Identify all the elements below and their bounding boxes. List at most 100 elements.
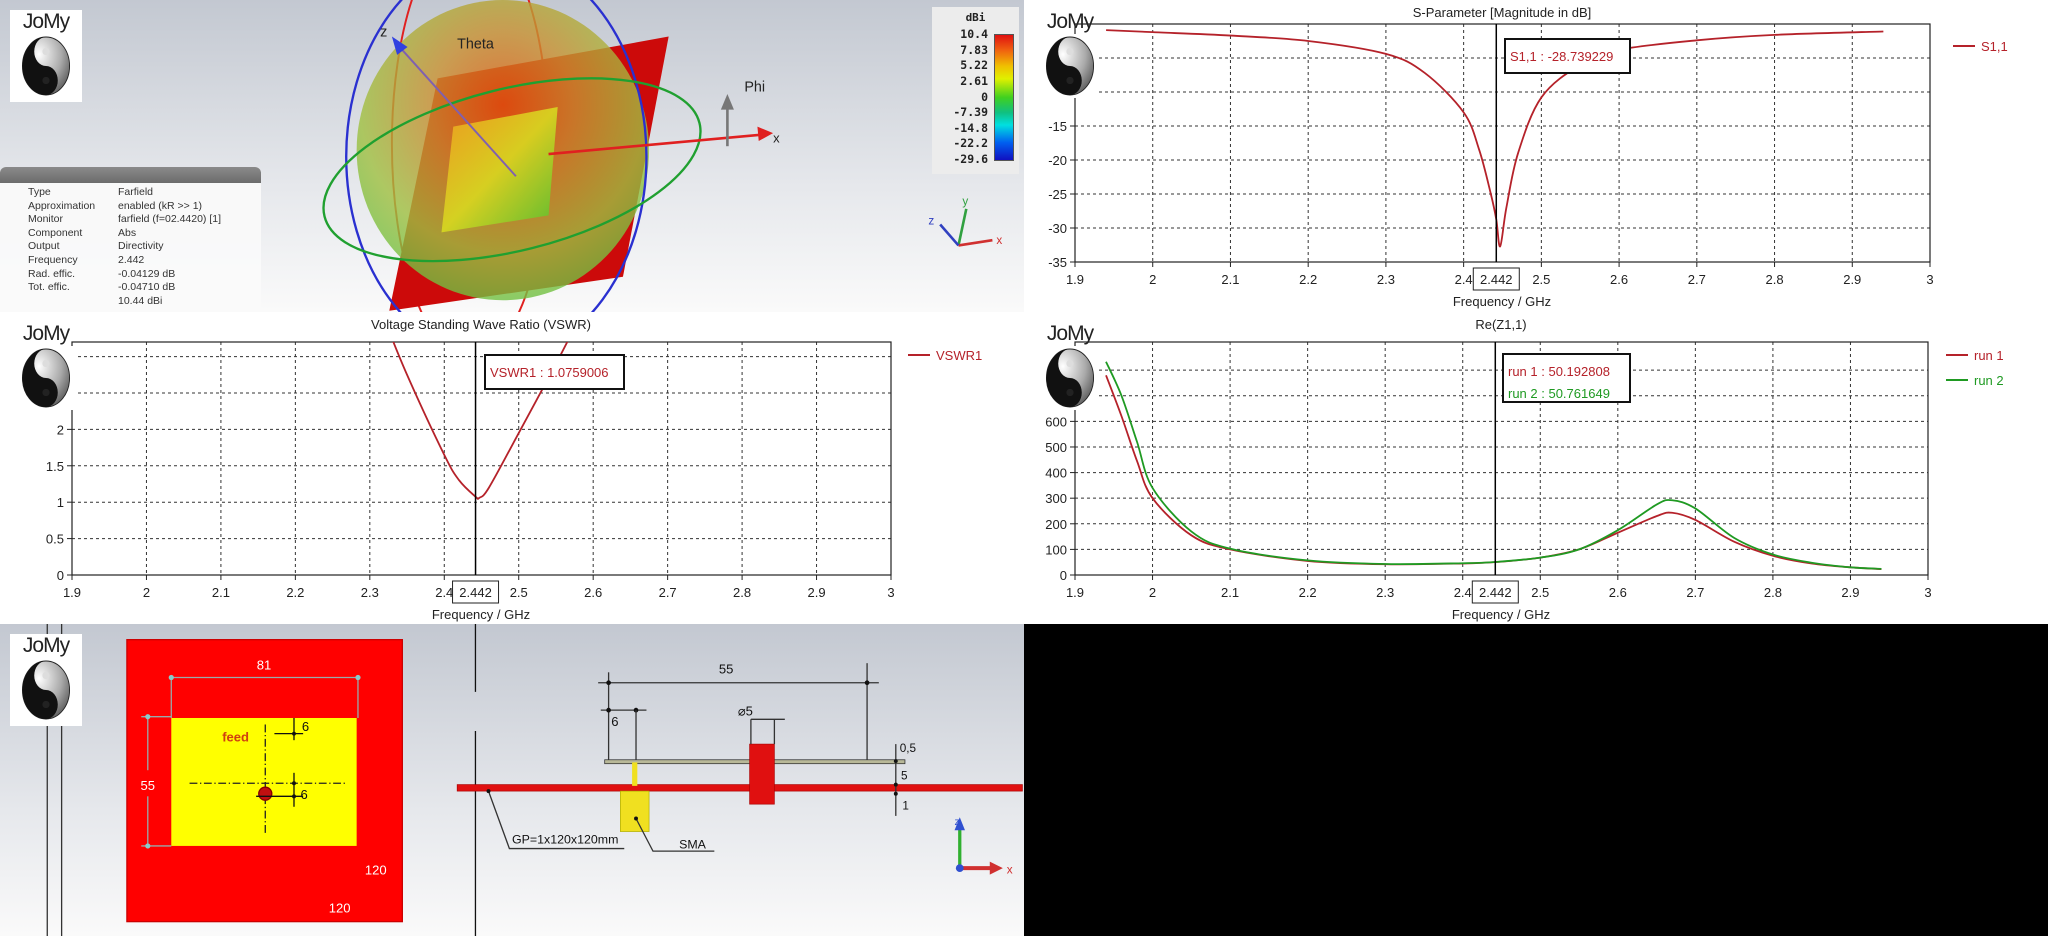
yin-yang-icon <box>1041 34 1099 98</box>
plot-frame <box>1074 341 1929 576</box>
colorbar-gradient <box>994 34 1014 161</box>
x-arrow-icon <box>757 126 774 141</box>
dim-gap: 5 <box>901 769 908 782</box>
y-tick-label: -35 <box>1048 255 1067 270</box>
farfield-3d-view[interactable]: JoMy z Theta Phi x <box>0 0 1024 312</box>
svg-text:z: z <box>928 215 934 228</box>
marker-x-box <box>1472 267 1520 291</box>
marker-readout: run 2 : 50.761649 <box>1508 386 1610 401</box>
s-parameter-chart-panel[interactable]: S-Parameter [Magnitude in dB] 1.9 2 2.1 2.2 2… <box>1024 0 2048 312</box>
y-tick-label: -25 <box>1048 187 1067 202</box>
colorbar-label: -29.6 <box>953 152 988 166</box>
x-tick-label: 1.9 <box>1066 585 1084 600</box>
jomy-logo: JoMy <box>10 322 82 414</box>
colorbar-label: -22.2 <box>953 136 988 151</box>
marker-x-label: 2.442 <box>459 585 492 600</box>
marker-x-box <box>1471 580 1519 604</box>
x-tick-label: 2.1 <box>1221 585 1239 600</box>
colorbar-label: 7.83 <box>960 42 988 57</box>
z-label: z <box>380 25 387 41</box>
svg-text:x: x <box>996 234 1002 247</box>
info-key: Frequency <box>28 253 78 266</box>
colorbar-unit: dBi <box>965 11 986 24</box>
colorbar-label: 2.61 <box>960 73 988 88</box>
x-tick-label: 2.2 <box>286 585 304 600</box>
theta-label: Theta <box>457 36 494 52</box>
feed-pin <box>632 762 638 786</box>
dim-width: 81 <box>257 658 272 673</box>
impedance-chart-panel[interactable]: Re(Z1,1) 1.9 2 2.1 2.2 2.3 2.4 2.5 2.6 2.7 2.8 2.9 3… <box>1024 312 2048 624</box>
x-tick-label: 2 <box>1149 272 1156 287</box>
dim-gp-height: 120 <box>329 901 351 916</box>
x-tick-label: 3 <box>1926 272 1933 287</box>
vswr-chart-panel[interactable]: Voltage Standing Wave Ratio (VSWR) 1.9 2 2.… <box>0 312 1024 624</box>
x-tick-label: 1.9 <box>1066 272 1084 287</box>
orientation-gizmo: z x <box>954 817 1013 876</box>
x-tick-label: 2.9 <box>1841 585 1859 600</box>
x-tick-label: 2.6 <box>1609 585 1627 600</box>
x-tick-label: 2.4 <box>435 585 453 600</box>
dim-post-diameter: ⌀5 <box>738 703 753 718</box>
x-tick-label: 2.6 <box>1610 272 1628 287</box>
x-tick-label: 2.1 <box>212 585 230 600</box>
x-tick-label: 2 <box>1149 585 1156 600</box>
y-tick-label: 1 <box>57 495 64 510</box>
info-key: Output <box>28 240 60 253</box>
series-line-s1-1 <box>1106 29 1884 248</box>
info-row: Rad. effic. -0.04129 dB <box>28 268 221 282</box>
info-key: Rad. effic. <box>28 267 76 280</box>
dim-gp-width: 120 <box>365 863 387 878</box>
logo-text: JoMy <box>22 322 70 345</box>
info-key: Component <box>28 226 83 239</box>
patch <box>441 107 558 233</box>
top-view: 81 55 feed 6 6 120 120 <box>126 639 403 923</box>
marker-readout: S1,1 : -28.739229 <box>1510 49 1613 64</box>
empty-panel <box>1024 624 2048 936</box>
x-tick-label: 3 <box>1924 585 1931 600</box>
info-value: Abs <box>118 226 137 239</box>
y-tick-label: -20 <box>1048 153 1067 168</box>
x-tick-label: 2.5 <box>1532 272 1550 287</box>
svg-text:x: x <box>1007 863 1013 876</box>
x-tick-label: 2.3 <box>1376 585 1394 600</box>
impedance-chart[interactable]: Re(Z1,1) 1.9 2 2.1 2.2 2.3 2.4 2.5 2.6 2.7 2.8 2.9 3… <box>1024 312 2048 624</box>
info-row: Monitor farfield (f=02.4420) [1] <box>28 213 221 227</box>
marker-readout: VSWR1 : 1.0759006 <box>490 365 609 380</box>
info-value: farfield (f=02.4420) [1] <box>118 213 222 226</box>
series-line-run-2 <box>1105 361 1882 570</box>
logo-text: JoMy <box>1046 322 1094 345</box>
x-tick-label: 2.7 <box>1686 585 1704 600</box>
y-tick-label: -30 <box>1048 221 1067 236</box>
phi-label: Phi <box>744 79 765 95</box>
marker-x-label: 2.442 <box>1479 585 1512 600</box>
ground-plane-side <box>456 784 1023 792</box>
info-value: Directivity <box>118 240 164 253</box>
vswr-chart[interactable]: Voltage Standing Wave Ratio (VSWR) 1.9 2 2.… <box>0 312 1024 624</box>
dim-gp-thickness: 1 <box>902 799 909 812</box>
yin-yang-icon <box>1041 346 1099 410</box>
colorbar-label: 0 <box>981 89 988 104</box>
y-tick-label: 200 <box>1045 517 1067 532</box>
antenna-geometry-view[interactable]: 81 55 feed 6 6 120 120 <box>0 624 1024 936</box>
info-value: 10.44 dBi <box>118 294 163 307</box>
y-tick-label: 500 <box>1045 440 1067 455</box>
colorbar-label: -14.8 <box>953 120 988 135</box>
x-axis-label: Frequency / GHz <box>432 607 530 622</box>
dim-offset-top: 6 <box>302 719 309 734</box>
chart-title: Re(Z1,1) <box>1475 317 1526 332</box>
x-tick-label: 2.1 <box>1221 272 1239 287</box>
y-tick-label: 400 <box>1045 466 1067 481</box>
y-tick-label: 100 <box>1045 542 1067 557</box>
z-arrow-icon <box>391 36 408 55</box>
y-tick-label: 600 <box>1045 414 1067 429</box>
x-tick-label: 2.8 <box>733 585 751 600</box>
s-parameter-chart[interactable]: S-Parameter [Magnitude in dB] 1.9 2 2.1 2.2 2… <box>1024 0 2048 312</box>
y-tick-label: -15 <box>1048 119 1067 134</box>
side-view: 55 6 ⌀5 0,5 5 1 GP=1x120x120mm SMA <box>456 662 1023 852</box>
x-tick-label: 2 <box>143 585 150 600</box>
logo-text: JoMy <box>22 634 70 657</box>
chart-title: S-Parameter [Magnitude in dB] <box>1413 5 1591 20</box>
feed-label: feed <box>222 729 249 744</box>
x-tick-label: 3 <box>887 585 894 600</box>
farfield-scene: z Theta Phi x y x z <box>322 0 1002 312</box>
